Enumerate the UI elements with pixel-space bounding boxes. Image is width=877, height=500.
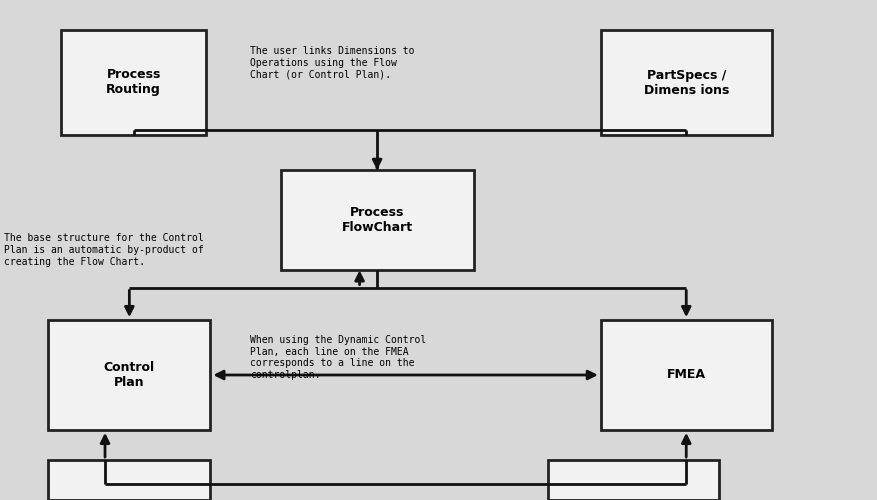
Text: PartSpecs /
Dimens ions: PartSpecs / Dimens ions [644, 68, 729, 96]
Text: Control
Plan: Control Plan [103, 361, 155, 389]
Text: When using the Dynamic Control
Plan, each line on the FMEA
corresponds to a line: When using the Dynamic Control Plan, eac… [250, 335, 426, 380]
Bar [48, 460, 210, 500]
Text: Process
FlowChart: Process FlowChart [341, 206, 413, 234]
Bar [548, 460, 719, 500]
Bar [601, 30, 772, 135]
Bar [601, 320, 772, 430]
Text: The user links Dimensions to
Operations using the Flow
Chart (or Control Plan).: The user links Dimensions to Operations … [250, 46, 415, 79]
Text: The base structure for the Control
Plan is an automatic by-product of
creating t: The base structure for the Control Plan … [4, 234, 204, 266]
Bar [48, 320, 210, 430]
Bar [281, 170, 474, 270]
Text: Process
Routing: Process Routing [106, 68, 161, 96]
Bar [61, 30, 206, 135]
Text: FMEA: FMEA [667, 368, 706, 382]
